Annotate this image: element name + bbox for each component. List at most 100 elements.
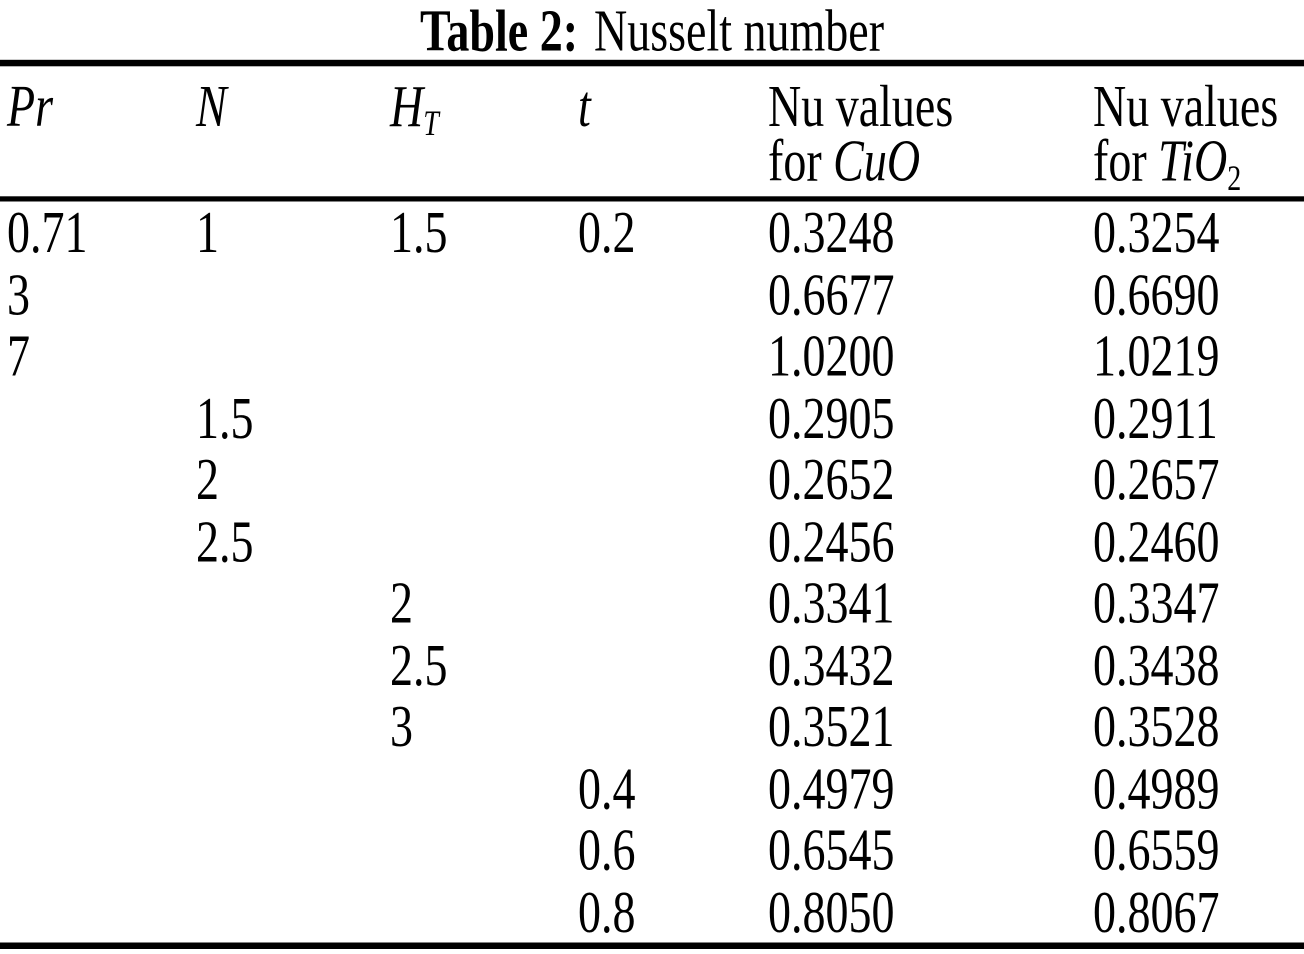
table-row: 2 0.3341 0.3347 [0,572,1304,634]
col-header-nu-tio2: Nu values for TiO2 [1093,63,1304,202]
col-header-n: N [196,63,390,202]
cell-pr-r6 [0,510,196,572]
cell-nu-cuo-r3: 1.0200 [768,322,895,389]
cell-ht-r5 [390,448,578,510]
cell-nu-tio2-r6: 0.2460 [1093,507,1220,574]
cell-ht-r6 [390,510,578,572]
table-row: 0.6 0.6545 0.6559 [0,819,1304,881]
cell-ht-r4 [390,387,578,449]
nu-tio2-for: for [1093,127,1147,194]
table-row: 2 0.2652 0.2657 [0,448,1304,510]
cell-t-r7 [578,572,768,634]
h-subscript: T [423,104,439,145]
cell-nu-cuo-r2: 0.6677 [768,260,895,327]
table-caption: Table 2: Nusselt number [0,0,1304,61]
table-row: 3 0.3521 0.3528 [0,692,1304,760]
cell-nu-cuo-r6: 0.2456 [768,507,895,574]
cell-n-r12 [196,881,390,946]
cell-t-r8 [578,634,768,696]
cell-pr-r4 [0,387,196,449]
cell-ht-r9: 3 [390,692,413,760]
cell-nu-tio2-r5: 0.2657 [1093,445,1220,513]
cell-nu-cuo-r5: 0.2652 [768,445,895,513]
cell-n-r7 [196,572,390,634]
cell-nu-tio2-r7: 0.3347 [1093,569,1220,636]
cell-pr-r2: 3 [7,260,30,327]
cell-n-r1: 1 [196,198,219,266]
cell-nu-cuo-r1: 0.3248 [768,198,895,266]
cell-nu-tio2-r4: 0.2911 [1093,384,1218,451]
cell-t-r3 [578,325,768,387]
cell-nu-tio2-r11: 0.6559 [1093,816,1220,883]
cell-nu-tio2-r1: 0.3254 [1093,198,1220,266]
cell-ht-r11 [390,819,578,881]
cell-nu-cuo-r4: 0.2905 [768,384,895,451]
tio2-subscript: 2 [1227,158,1242,199]
header-row: Pr N HT t Nu values for CuO [0,63,1304,202]
table-row: 0.4 0.4979 0.4989 [0,757,1304,819]
cell-pr-r9 [0,696,196,758]
cell-nu-tio2-r10: 0.4989 [1093,754,1220,821]
cell-pr-r10 [0,757,196,819]
cell-nu-tio2-r9: 0.3528 [1093,692,1220,760]
cell-ht-r3 [390,325,578,387]
nu-tio2-line1: Nu values [1093,72,1279,140]
cell-t-r6 [578,510,768,572]
col-header-t: t [578,63,768,202]
cell-t-r1: 0.2 [578,198,636,266]
table-body: 0.71 1 1.5 0.2 0.3248 0.3254 3 0.6677 0.6690 7 1.0… [0,199,1304,946]
cell-t-r5 [578,448,768,510]
cell-t-r12: 0.8 [578,878,636,945]
cell-ht-r7: 2 [390,569,413,636]
table-row: 0.8 0.8050 0.8067 [0,878,1304,946]
cell-n-r10 [196,757,390,819]
cell-n-r9 [196,696,390,758]
n-symbol: N [196,72,227,140]
cell-pr-r1: 0.71 [7,198,88,266]
t-symbol: t [578,72,591,140]
cell-t-r11: 0.6 [578,816,636,883]
cell-t-r4 [578,387,768,449]
cell-ht-r10 [390,757,578,819]
cell-t-r2 [578,263,768,325]
nu-cuo-line1: Nu values [768,72,954,140]
cell-nu-tio2-r12: 0.8067 [1093,878,1220,945]
cell-nu-cuo-r10: 0.4979 [768,754,895,821]
col-header-ht: HT [390,63,578,202]
table-row: 2.5 0.2456 0.2460 [0,510,1304,572]
cell-ht-r12 [390,881,578,946]
cell-t-r9 [578,696,768,758]
col-header-pr: Pr [0,63,196,202]
cell-n-r11 [196,819,390,881]
table-row: 3 0.6677 0.6690 [0,263,1304,325]
cell-pr-r3: 7 [7,322,30,389]
h-symbol: H [390,72,424,140]
pr-symbol: Pr [7,72,53,140]
cell-n-r2 [196,263,390,325]
cell-ht-r8: 2.5 [390,631,448,698]
nu-cuo-for: for [768,127,822,194]
cell-n-r4: 1.5 [196,384,254,451]
cuo-formula: CuO [833,127,921,194]
cell-n-r6: 2.5 [196,507,254,574]
nusselt-number-table: Pr N HT t Nu values for CuO [0,59,1304,949]
cell-ht-r2 [390,263,578,325]
cell-n-r8 [196,634,390,696]
cell-n-r5: 2 [196,445,219,513]
table-row: 0.71 1 1.5 0.2 0.3248 0.3254 [0,199,1304,263]
cell-nu-tio2-r2: 0.6690 [1093,260,1220,327]
table-row: 1.5 0.2905 0.2911 [0,387,1304,449]
col-header-nu-cuo: Nu values for CuO [768,63,1093,202]
cell-pr-r12 [0,881,196,946]
cell-nu-cuo-r11: 0.6545 [768,816,895,883]
cell-nu-tio2-r8: 0.3438 [1093,631,1220,698]
cell-pr-r5 [0,448,196,510]
table-caption-label: Table 2: [419,0,579,64]
table-row: 7 1.0200 1.0219 [0,325,1304,387]
cell-nu-cuo-r7: 0.3341 [768,569,895,636]
cell-nu-cuo-r12: 0.8050 [768,878,895,945]
table-row: 2.5 0.3432 0.3438 [0,634,1304,696]
cell-ht-r1: 1.5 [390,198,448,266]
